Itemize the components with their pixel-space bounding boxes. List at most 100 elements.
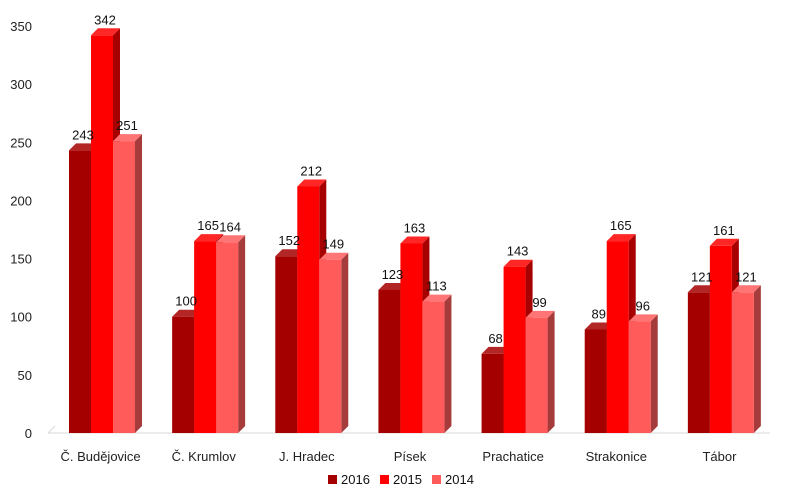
x-tick-label: Č. Budějovice (60, 449, 140, 464)
bar-side (238, 235, 246, 433)
data-label: 121 (691, 269, 713, 284)
bar-top (628, 314, 658, 322)
bar-top (113, 134, 142, 142)
bar-top (319, 252, 349, 260)
data-label: 96 (635, 298, 649, 313)
bar-top (606, 234, 636, 242)
bar (319, 252, 349, 433)
y-tick-label: 0 (25, 426, 32, 441)
data-label: 121 (735, 269, 757, 284)
y-tick-label: 150 (10, 252, 32, 267)
y-tick-label: 100 (10, 310, 32, 325)
bar-side (135, 134, 142, 433)
bar-front (319, 259, 342, 433)
data-label: 143 (507, 244, 529, 259)
y-tick-label: 350 (10, 19, 32, 34)
y-tick-label: 250 (10, 135, 32, 150)
bar-top (69, 143, 98, 151)
legend-label: 2015 (393, 472, 422, 487)
bar-front (731, 292, 754, 433)
data-label: 212 (300, 163, 322, 178)
bar-top (378, 282, 408, 290)
bar-front (69, 150, 91, 433)
bar-side (650, 314, 658, 433)
bar-top (216, 235, 246, 243)
bar-side (547, 310, 555, 433)
bar-front (172, 316, 195, 433)
x-tick-label: Č. Krumlov (172, 449, 237, 464)
bar-side (444, 294, 452, 433)
bar-front (113, 141, 135, 433)
data-label: 251 (116, 118, 138, 133)
legend-item: 2016 (328, 472, 370, 487)
legend: 2016 2015 2014 (328, 472, 474, 487)
bar-front (503, 266, 526, 433)
bar-front (709, 245, 732, 433)
floor-edge (47, 425, 56, 434)
bar-top (400, 236, 430, 244)
data-label: 89 (591, 307, 605, 322)
legend-item: 2015 (380, 472, 422, 487)
data-label: 161 (713, 223, 735, 238)
x-tick-label: Prachatice (482, 449, 543, 464)
legend-label: 2014 (445, 472, 474, 487)
data-label: 165 (197, 218, 219, 233)
bar (525, 310, 555, 433)
bar (216, 235, 246, 433)
bar-front (525, 317, 548, 433)
data-label: 163 (404, 220, 426, 235)
bar-front (422, 301, 445, 433)
legend-swatch (432, 475, 441, 484)
bar-top (503, 259, 533, 267)
axis-layer: 0 50 100 150 200 250 300 350 Č. Budějovice Č. Kru… (10, 19, 770, 464)
legend-swatch (380, 475, 389, 484)
data-label: 149 (322, 237, 344, 252)
bar-front (216, 242, 239, 433)
bar-front (378, 289, 401, 433)
bar-top (584, 322, 614, 330)
bar-front (400, 243, 423, 433)
bar-front (481, 353, 504, 433)
data-label: 100 (175, 294, 197, 309)
legend-label: 2016 (341, 472, 370, 487)
legend-swatch (328, 475, 337, 484)
bar (113, 134, 142, 433)
bar-top (297, 179, 327, 187)
bar-top (194, 234, 224, 242)
bar-front (687, 292, 710, 433)
bar (628, 314, 658, 433)
bar-top (687, 285, 717, 293)
x-tick-label: J. Hradec (279, 449, 335, 464)
bar-front (194, 241, 217, 433)
bar-front (275, 256, 298, 433)
x-tick-label: Strakonice (586, 449, 647, 464)
x-tick-label: Písek (394, 449, 427, 464)
bar-top (172, 309, 202, 317)
bar-front (297, 186, 320, 433)
data-label: 113 (426, 279, 447, 294)
bar-top (731, 285, 761, 293)
data-label: 68 (488, 331, 502, 346)
y-tick-label: 200 (10, 193, 32, 208)
data-label: 99 (532, 295, 546, 310)
bar-front (91, 35, 113, 433)
x-tick-label: Tábor (702, 449, 737, 464)
bar-top (91, 28, 120, 36)
bars-layer (69, 28, 761, 433)
bar (422, 294, 452, 433)
data-label: 152 (278, 233, 300, 248)
data-label: 123 (382, 267, 404, 282)
legend-item: 2014 (432, 472, 474, 487)
data-label: 342 (94, 12, 116, 27)
data-label: 165 (610, 218, 632, 233)
bar-top (525, 310, 555, 318)
bar-top (481, 346, 511, 354)
bar (731, 285, 761, 433)
bar-front (628, 321, 651, 433)
y-tick-label: 300 (10, 77, 32, 92)
bar-top (275, 249, 305, 257)
bar-top (709, 238, 739, 246)
y-tick-label: 50 (18, 368, 32, 383)
